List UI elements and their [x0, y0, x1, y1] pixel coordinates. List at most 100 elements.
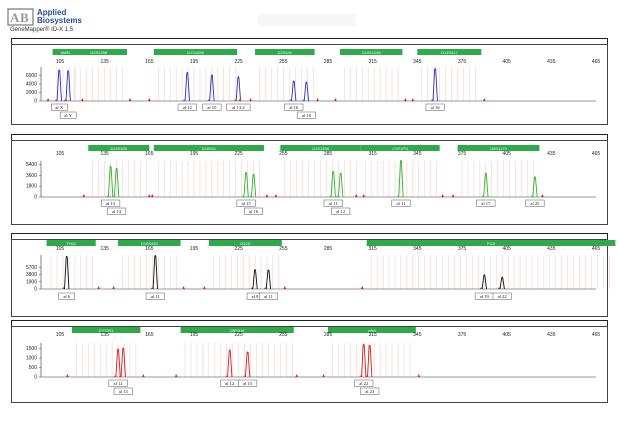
allele-label-box [107, 207, 127, 215]
allele-label: al 12 [183, 105, 193, 110]
allele-label: al 14 [112, 209, 122, 214]
electropherogram-panel-black [11, 239, 608, 317]
x-tick-label: 135 [100, 59, 109, 65]
peak [303, 81, 310, 102]
allele-label-box [331, 207, 351, 215]
stutter-peak [430, 98, 434, 102]
marker-label: D5S818 [230, 328, 245, 333]
y-tick-label: 1900 [26, 279, 37, 285]
offscale-triangle [360, 286, 364, 289]
offscale-triangle [322, 374, 325, 377]
offscale-triangle [249, 98, 252, 101]
x-tick-label: 345 [413, 246, 422, 252]
allele-label-box [391, 199, 411, 207]
x-tick-label: 195 [190, 332, 199, 338]
stutter-peak [480, 286, 483, 290]
allele-label: al Y [64, 113, 72, 118]
peak [252, 268, 258, 290]
y-tick-label: 6000 [26, 73, 37, 79]
peak [235, 76, 242, 102]
peak [499, 276, 505, 290]
x-tick-label: 195 [190, 59, 199, 65]
offscale-triangle [316, 98, 319, 101]
stutter-peak [497, 286, 501, 290]
offscale-triangle [64, 98, 68, 101]
peak [250, 173, 257, 198]
y-tick-label: 0 [34, 99, 37, 105]
y-tick-label: 5700 [26, 265, 37, 271]
allele-label: al 13 [106, 201, 116, 206]
stutter-peak [249, 194, 252, 198]
stutter-peak [302, 98, 305, 102]
offscale-triangle [147, 194, 151, 197]
x-tick-label: 315 [368, 151, 377, 157]
allele-label: al 22 [359, 381, 369, 386]
marker-label: AMEL [61, 50, 73, 55]
marker-bar [153, 145, 264, 151]
allele-label-box [177, 103, 197, 111]
brand-name: Applied Biosystems [37, 9, 82, 25]
panel-black-group: TH01 D19S433 D22S FGA 105 135 165 195 225 255 285 3… [26, 240, 616, 300]
panel-blue-group: AMEL D3S1358 D1S1656 D2S441 D10S1248 D13S317 1… [26, 49, 601, 119]
allele-label: al 12 [336, 209, 346, 214]
allele-label: al 11 [151, 294, 161, 299]
offscale-triangle [182, 286, 185, 289]
x-tick-label: 285 [324, 246, 333, 252]
stutter-peak [151, 286, 154, 290]
y-tick-label: 5400 [26, 162, 37, 168]
x-tick-label: 465 [592, 59, 601, 65]
marker-bar [118, 240, 181, 246]
offscale-triangle [150, 194, 154, 197]
y-tick-label: 1500 [26, 346, 37, 352]
allele-label-box [425, 103, 445, 111]
x-tick-label: 105 [56, 332, 65, 338]
marker-bar [46, 240, 96, 246]
x-tick-label: 405 [502, 151, 511, 157]
marker-label: D1S1656 [187, 50, 204, 55]
x-tick-label: 465 [592, 246, 601, 252]
offscale-triangle [451, 194, 455, 197]
x-tick-label: 435 [547, 151, 556, 157]
x-tick-label: 435 [547, 332, 556, 338]
allele-label-box [108, 379, 128, 387]
marker-bar [328, 327, 416, 333]
x-tick-label: 375 [458, 151, 467, 157]
allele-label: al X [55, 105, 63, 110]
marker-label: vWA [368, 328, 377, 333]
peak [64, 255, 70, 290]
stutter-peak [396, 194, 399, 198]
allele-label-box [101, 199, 121, 207]
x-tick-label: 105 [56, 246, 65, 252]
stutter-peak [55, 98, 58, 102]
allele-label: al 12 [225, 381, 235, 386]
marker-bar [208, 240, 282, 246]
allele-label-box [476, 199, 496, 207]
x-tick-label: 255 [279, 332, 288, 338]
offscale-triangle [541, 194, 544, 197]
marker-bar [153, 49, 238, 55]
stutter-peak [234, 98, 237, 102]
y-tick-label: 1800 [26, 184, 37, 190]
x-tick-label: 405 [502, 246, 511, 252]
stutter-peak [106, 194, 109, 198]
x-tick-label: 195 [190, 151, 199, 157]
peak [65, 70, 71, 102]
stutter-peak [336, 194, 339, 198]
offscale-triangle [295, 374, 299, 377]
offscale-triangle [274, 194, 278, 197]
stutter-peak [207, 98, 210, 102]
offscale-triangle [141, 374, 145, 377]
peak [184, 71, 190, 102]
offscale-triangle [411, 98, 415, 101]
allele-label-box [226, 103, 251, 111]
offscale-triangle [128, 98, 132, 101]
stutter-peak [241, 194, 244, 198]
allele-label-box [202, 103, 222, 111]
offscale-triangle [417, 374, 421, 377]
offscale-triangle [82, 194, 86, 197]
allele-label: al 18 [302, 113, 312, 118]
offscale-triangle [238, 98, 242, 101]
x-tick-label: 225 [234, 59, 243, 65]
allele-label: al 13.2 [232, 105, 245, 110]
